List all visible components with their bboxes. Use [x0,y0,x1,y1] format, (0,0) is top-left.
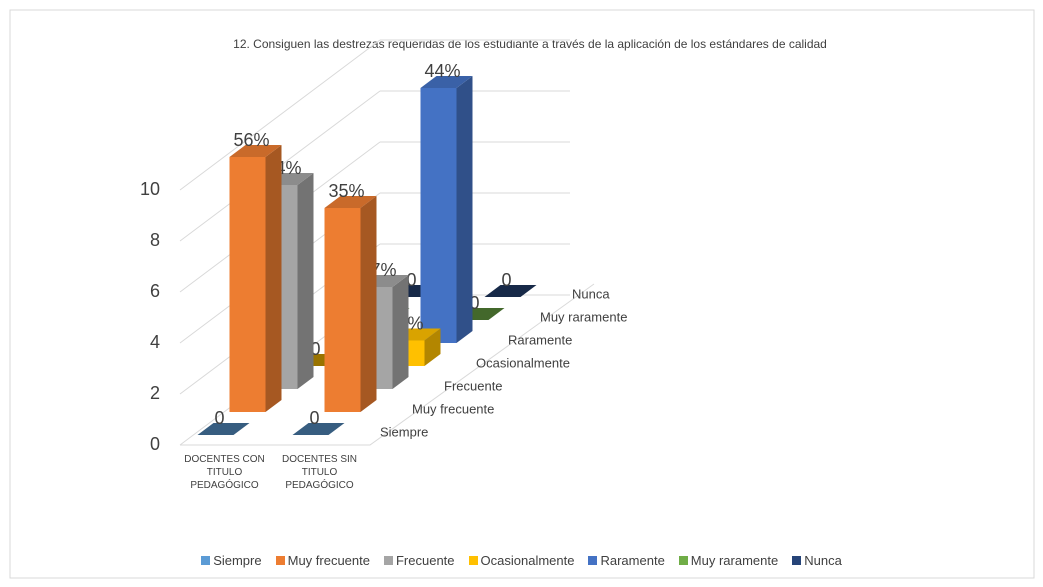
legend-label: Nunca [804,553,842,568]
legend-item: Muy frecuente [275,553,370,568]
grid-line [179,39,381,191]
legend-label: Muy frecuente [287,553,370,568]
bar-side [424,328,441,366]
legend-item: Raramente [588,553,665,568]
y-tick-label: 6 [150,281,160,301]
bar [292,423,345,435]
y-tick-label: 8 [150,230,160,250]
bar [484,285,537,297]
data-label: 0 [469,293,479,313]
y-tick-label: 4 [150,332,160,352]
legend-swatch [792,556,802,565]
legend-item: Nunca [792,553,842,568]
legend-item: Frecuente [383,553,455,568]
legend-label: Ocasionalmente [480,553,575,568]
depth-axis-label: Ocasionalmente [476,355,570,370]
data-label: 0 [310,339,320,359]
legend-label: Siempre [213,553,262,568]
data-label: 0 [309,408,319,428]
chart-border [9,9,1035,579]
depth-axis-label: Nunca [572,286,610,301]
bar-top [229,145,282,157]
depth-axis-label: Raramente [508,332,572,347]
bar [324,196,377,412]
depth-axis-label: Frecuente [444,378,503,393]
floor [180,283,595,446]
depth-axis-label: Siempre [380,424,428,439]
bar-front [324,208,361,412]
bar-top [484,285,537,297]
data-label: 56% [233,130,269,150]
bar-top [420,76,473,88]
bar-front [420,88,457,343]
data-label: 0 [501,270,511,290]
legend-swatch [678,556,688,565]
data-label: 0 [214,408,224,428]
depth-axis-label: Muy frecuente [412,401,494,416]
legend-label: Muy raramente [690,553,779,568]
chart-title: 12. Consiguen las destrezas requeridas d… [233,37,827,51]
legend-swatch [201,556,211,565]
x-tick-label: DOCENTES CON TITULO PEDAGÓGICO [184,454,265,491]
legend: Siempre Muy frecuente Frecuente Ocasionalme… [0,553,1043,568]
data-label: 0 [406,270,416,290]
bar-side [265,145,282,412]
data-label: 44% [424,61,460,81]
bar [420,76,473,343]
data-label: 35% [328,181,364,201]
y-tick-label: 10 [140,179,160,199]
legend-label: Frecuente [395,553,455,568]
legend-swatch [588,556,598,565]
y-tick-label: 0 [150,434,160,454]
legend-item: Muy raramente [678,553,779,568]
y-tick-label: 2 [150,383,160,403]
bar-top [197,423,250,435]
bar [197,423,250,435]
bar-front [229,157,266,412]
legend-item: Siempre [201,553,262,568]
legend-swatch [275,556,285,565]
legend-item: Ocasionalmente [468,553,575,568]
bar-top [324,196,377,208]
bar-side [297,173,314,389]
depth-axis-label: Muy raramente [540,309,627,324]
bar-side [456,76,473,343]
x-tick-label: DOCENTES SIN TITULO PEDAGÓGICO [281,454,357,491]
legend-label: Raramente [600,553,665,568]
bar-side [392,275,409,389]
legend-swatch [468,556,478,565]
bar [229,145,282,412]
legend-swatch [383,556,393,565]
bar-top [292,423,345,435]
bar-side [360,196,377,412]
